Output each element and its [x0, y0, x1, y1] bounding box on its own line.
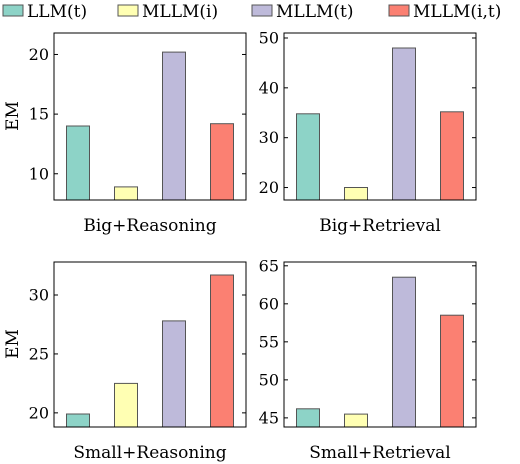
bar-mllm-i — [344, 413, 368, 428]
y-tick-label: 30 — [29, 286, 49, 305]
chart-big-retrieval: 20 30 40 50 Big+Retrieval — [259, 28, 477, 236]
bar-mllm-t — [162, 51, 186, 201]
legend-label: LLM(t) — [27, 2, 87, 22]
y-tick-label: 10 — [29, 164, 49, 183]
legend: LLM(t) MLLM(i) MLLM(t) MLLM(i,t) — [2, 2, 501, 22]
legend-entry-mllm-t: MLLM(t) — [251, 2, 354, 22]
bar-llm-t — [66, 413, 90, 428]
y-tick-label: 40 — [259, 78, 279, 97]
legend-label: MLLM(t) — [276, 2, 354, 22]
chart-big-reasoning: 10 15 20 Big+Reasoning EM — [3, 32, 247, 236]
y-tick-label: 60 — [259, 294, 279, 313]
legend-entry-llm-t: LLM(t) — [2, 2, 87, 22]
chart-small-retrieval: 45 50 55 60 65 Small+Retrieval — [259, 256, 477, 463]
x-axis-label: Small+Reasoning — [73, 443, 226, 463]
bar-mllm-t — [392, 276, 416, 428]
bar-mllm-i-t — [440, 314, 464, 428]
y-tick-label: 55 — [259, 332, 279, 351]
bar-mllm-i-t — [210, 123, 234, 201]
bar-llm-t — [296, 113, 320, 201]
legend-label: MLLM(i) — [142, 2, 218, 22]
plot-frame — [283, 261, 477, 428]
plot-frame — [283, 32, 477, 201]
y-tick-label: 20 — [29, 403, 49, 422]
bar-mllm-i — [114, 382, 138, 428]
y-tick-label: 25 — [29, 344, 49, 363]
legend-entry-mllm-i-t: MLLM(i,t) — [388, 2, 501, 22]
bar-llm-t — [296, 408, 320, 428]
bar-mllm-i — [344, 187, 368, 201]
y-tick-label: 20 — [29, 45, 49, 64]
bar-mllm-i-t — [210, 274, 234, 428]
legend-entry-mllm-i: MLLM(i) — [117, 2, 218, 22]
legend-label: MLLM(i,t) — [413, 2, 501, 22]
y-tick-label: 45 — [259, 408, 279, 427]
y-tick-label: 50 — [259, 28, 279, 47]
plot-frame — [53, 261, 247, 428]
y-tick-label: 50 — [259, 370, 279, 389]
y-tick-label: 20 — [259, 178, 279, 197]
y-axis-label: EM — [3, 329, 23, 359]
y-axis-label: EM — [3, 101, 23, 131]
chart-small-reasoning: 20 25 30 Small+Reasoning EM — [3, 261, 247, 463]
x-axis-label: Big+Reasoning — [83, 216, 216, 236]
bar-llm-t — [66, 125, 90, 201]
bar-mllm-i — [114, 186, 138, 201]
x-axis-label: Small+Retrieval — [309, 443, 451, 463]
y-tick-label: 65 — [259, 256, 279, 275]
x-axis-label: Big+Retrieval — [319, 216, 441, 236]
bar-mllm-t — [392, 47, 416, 201]
y-tick-label: 30 — [259, 128, 279, 147]
plot-frame — [53, 32, 247, 201]
y-tick-label: 15 — [29, 105, 49, 124]
bar-mllm-t — [162, 320, 186, 428]
bar-mllm-i-t — [440, 111, 464, 201]
